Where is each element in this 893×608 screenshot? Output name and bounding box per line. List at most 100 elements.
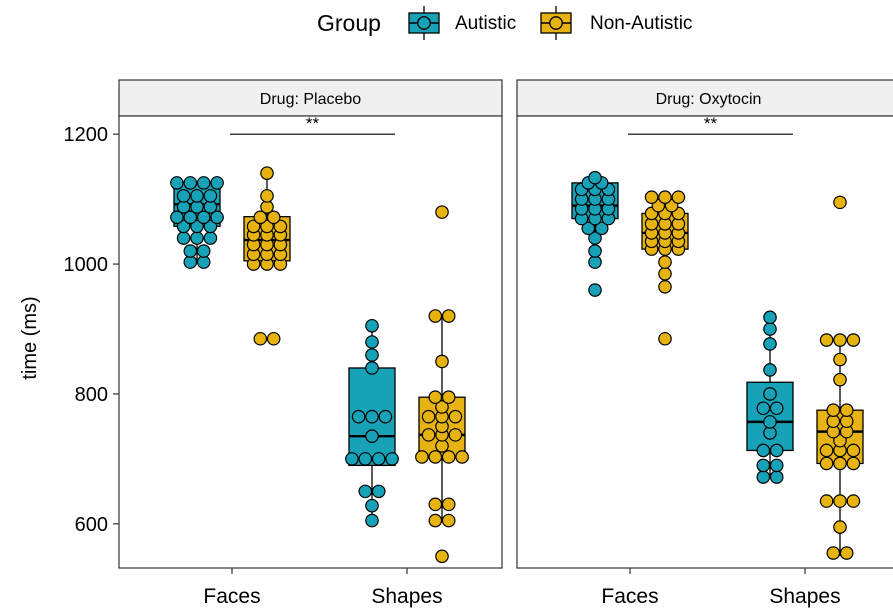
data-point — [435, 549, 449, 564]
data-point — [594, 221, 609, 236]
data-point — [763, 322, 777, 336]
data-point — [588, 231, 602, 245]
data-point — [769, 443, 784, 458]
data-point — [176, 189, 191, 203]
x-tick-label: Shapes — [371, 585, 442, 608]
y-tick-label: 1200 — [64, 124, 109, 146]
data-point — [203, 219, 218, 234]
data-point — [428, 513, 443, 528]
data-point — [365, 498, 379, 513]
data-point — [183, 210, 198, 225]
data-point — [253, 210, 268, 225]
data-point — [365, 318, 379, 333]
data-point — [190, 231, 204, 245]
data-point — [428, 390, 443, 405]
data-point — [846, 456, 861, 471]
data-point — [176, 219, 191, 234]
data-point — [846, 443, 861, 458]
x-axis: Faces Shapes Faces Shapes — [203, 568, 841, 608]
data-point — [658, 331, 672, 346]
data-point — [819, 456, 834, 471]
data-point — [371, 452, 386, 466]
y-axis: 600 800 1000 1200 — [64, 124, 119, 536]
legend-label-non-autistic: Non-Autistic — [590, 13, 692, 34]
data-point — [833, 333, 847, 347]
data-point — [196, 210, 211, 225]
boxplot-autistic-faces — [170, 176, 224, 269]
legend-key-non-autistic — [540, 6, 572, 40]
data-point — [385, 452, 399, 466]
data-point — [365, 361, 379, 375]
data-point — [833, 456, 847, 471]
data-point — [435, 205, 449, 219]
boxplot-non-autistic-faces — [243, 166, 291, 346]
data-point — [671, 190, 686, 204]
data-point — [756, 443, 771, 458]
data-point — [421, 428, 436, 442]
data-point — [455, 450, 469, 464]
strip-oxytocin — [516, 79, 893, 117]
data-point — [833, 352, 847, 367]
data-point — [273, 219, 288, 234]
boxplot-non-autistic-shapes — [816, 195, 864, 560]
data-point — [658, 255, 672, 269]
data-point — [415, 450, 429, 464]
data-point — [658, 279, 672, 294]
data-point — [658, 190, 672, 204]
data-point — [371, 484, 386, 499]
data-point — [763, 415, 777, 429]
data-point — [351, 409, 366, 424]
data-point — [756, 401, 771, 416]
significance-label: ** — [306, 114, 320, 133]
data-point — [769, 458, 784, 473]
data-point — [358, 452, 373, 466]
data-point — [441, 390, 456, 405]
data-point — [588, 170, 602, 185]
data-point — [428, 497, 443, 512]
data-point — [833, 195, 847, 210]
data-point — [358, 484, 373, 499]
data-point — [435, 354, 449, 369]
data-point — [183, 244, 198, 258]
data-point — [365, 335, 379, 349]
data-point — [588, 244, 602, 258]
data-point — [763, 387, 777, 401]
strip-label-placebo: Drug: Placebo — [260, 91, 361, 108]
legend-key-autistic — [408, 6, 440, 40]
data-point — [826, 403, 841, 417]
data-point — [756, 458, 771, 473]
data-point — [421, 409, 436, 424]
data-point — [441, 309, 456, 323]
data-point — [365, 348, 379, 362]
data-point — [260, 189, 274, 203]
x-tick-label: Faces — [601, 585, 658, 608]
data-point — [170, 176, 184, 190]
data-point — [378, 409, 393, 424]
legend: Group Autistic Non-Autistic — [317, 6, 692, 40]
legend-label-autistic: Autistic — [455, 13, 516, 34]
data-point — [190, 219, 204, 234]
data-point — [203, 231, 218, 245]
data-point — [441, 513, 456, 528]
data-point — [196, 176, 211, 190]
data-point — [826, 546, 841, 560]
data-point — [839, 403, 854, 417]
data-point — [170, 210, 184, 225]
boxplot-autistic-shapes — [746, 310, 794, 484]
data-point — [448, 428, 463, 442]
data-point — [658, 267, 672, 281]
data-point — [203, 189, 218, 203]
data-point — [833, 520, 847, 534]
boxplot-autistic-faces — [571, 170, 619, 297]
x-tick-label: Faces — [203, 585, 260, 608]
data-point — [763, 310, 777, 325]
data-point — [769, 401, 784, 416]
data-point — [428, 309, 443, 323]
y-tick-label: 800 — [75, 384, 108, 406]
data-point — [260, 166, 274, 180]
panel-placebo: Drug: Placebo ** — [118, 79, 503, 569]
data-point — [833, 372, 847, 387]
data-point — [448, 409, 463, 424]
data-point — [428, 450, 443, 464]
data-point — [581, 221, 596, 236]
